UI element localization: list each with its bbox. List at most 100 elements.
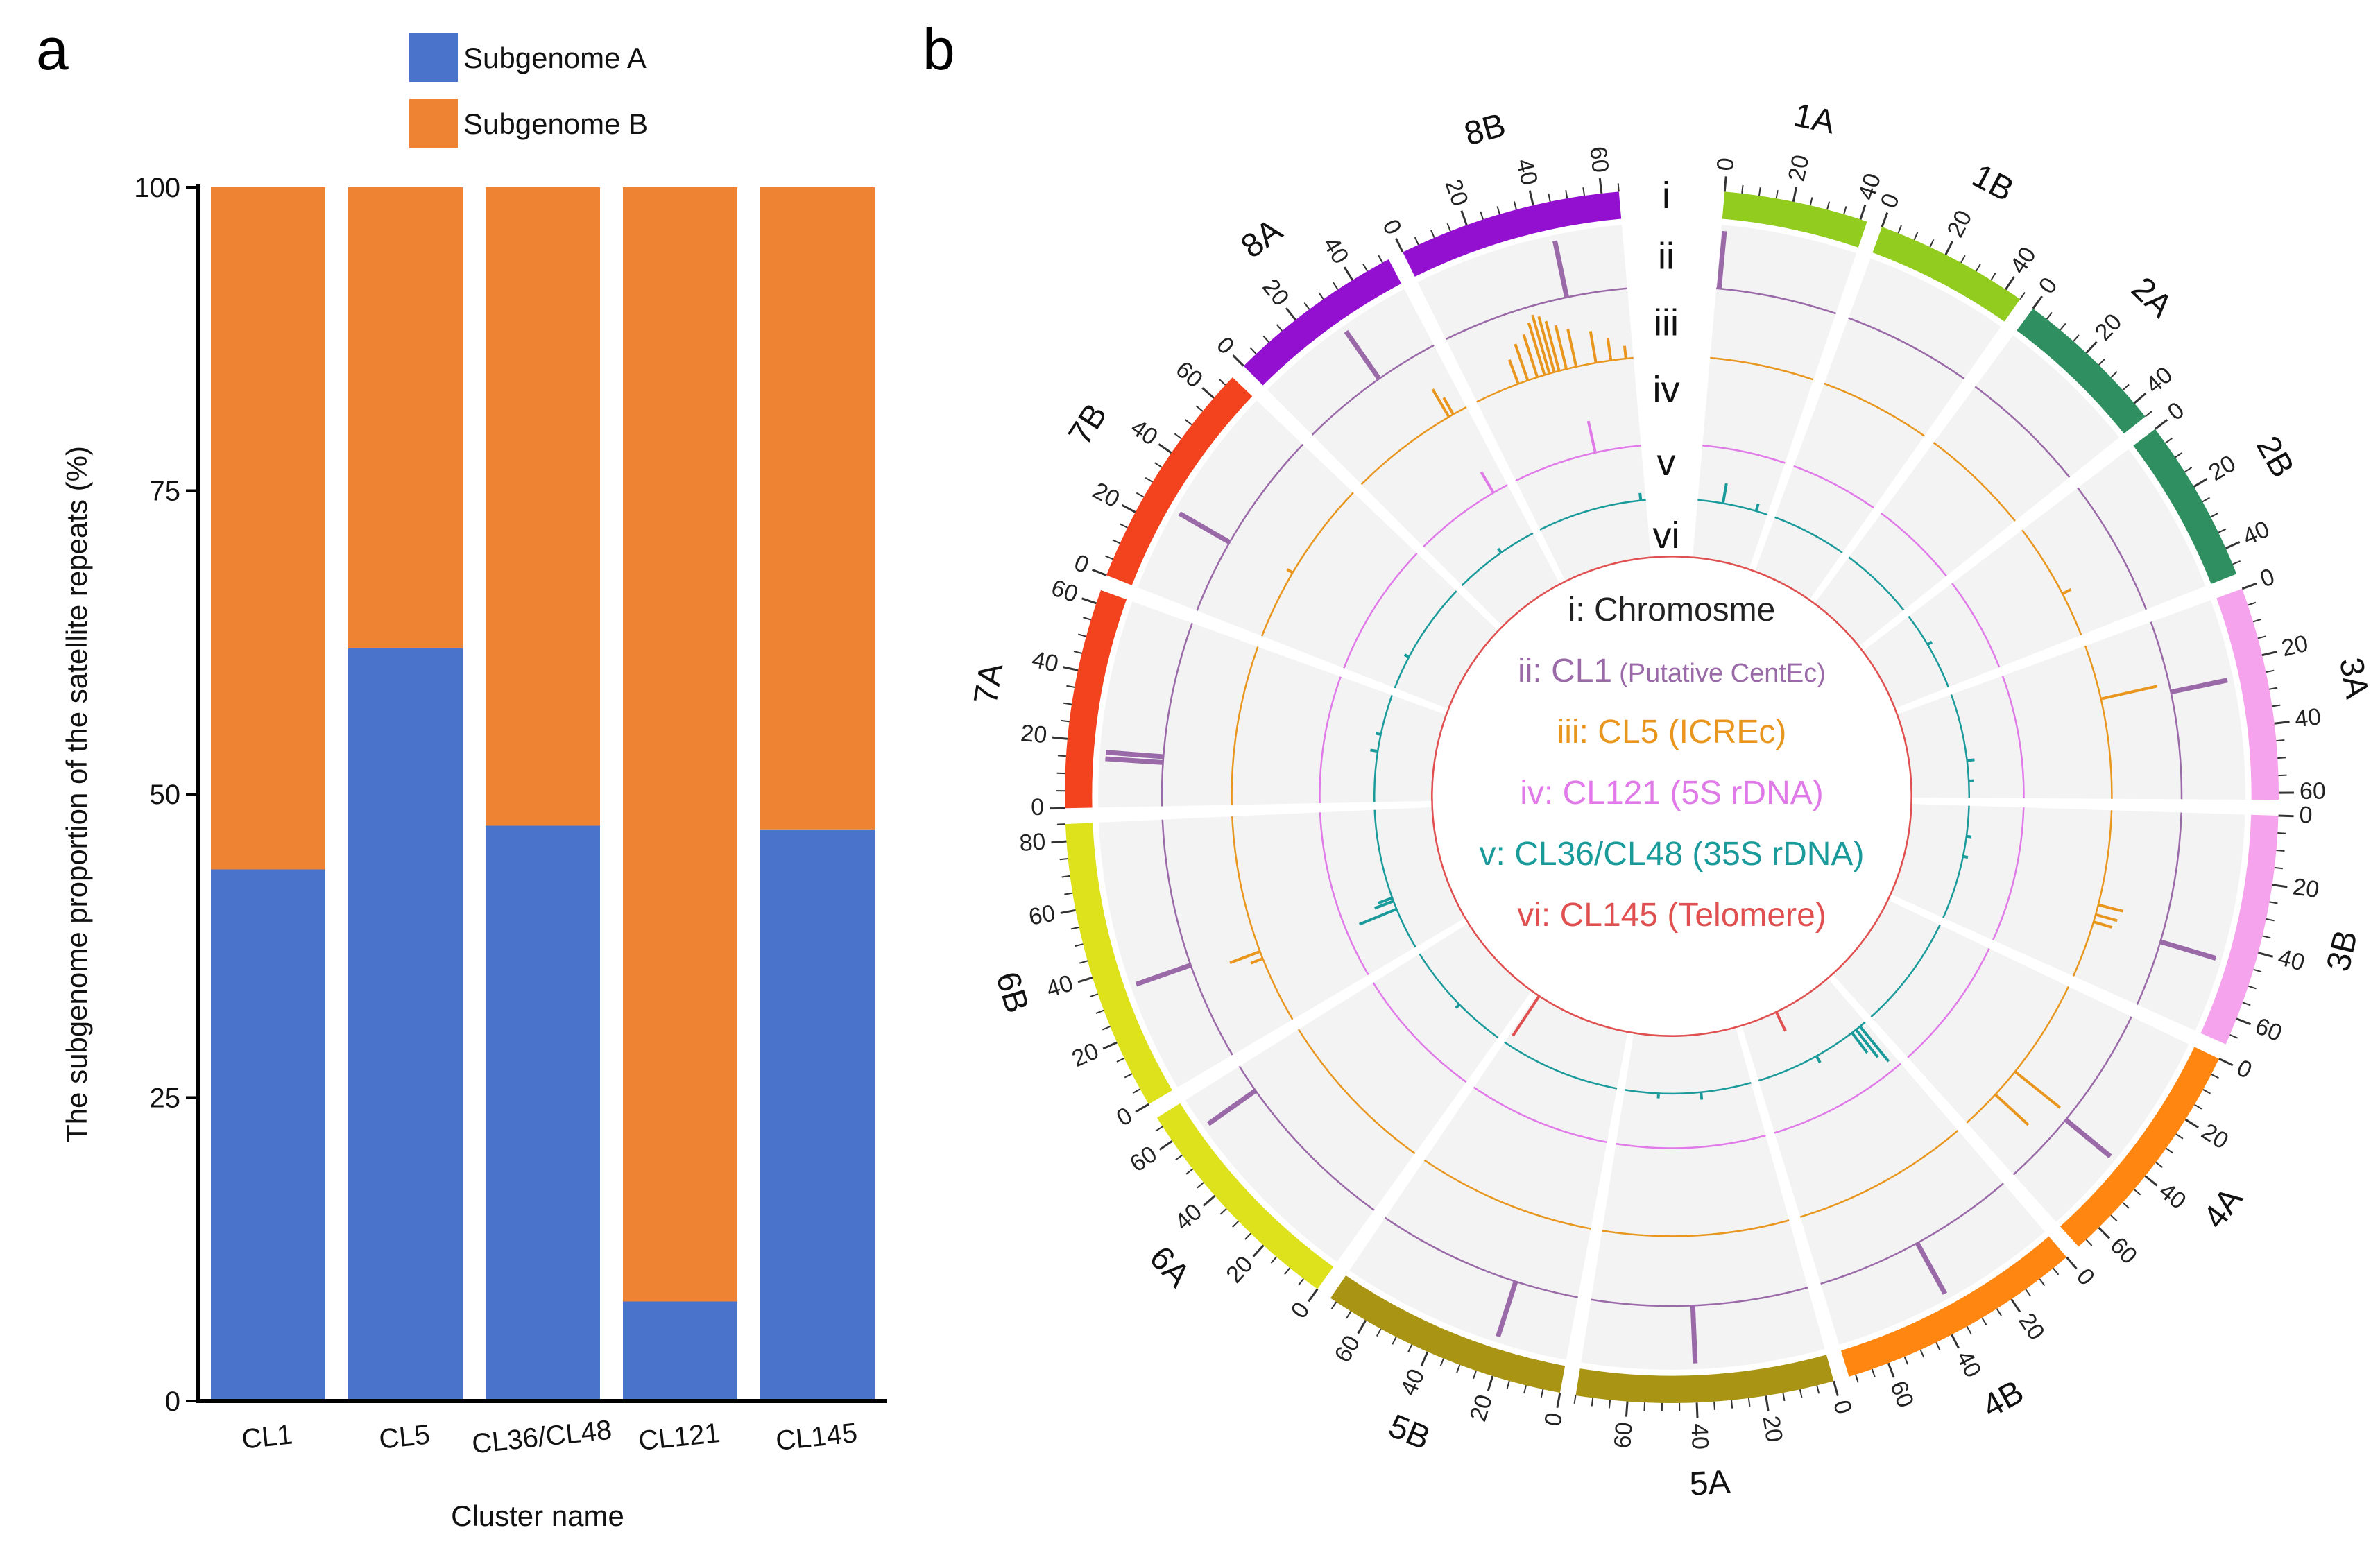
tick-label: 40 [1511, 156, 1543, 188]
feature-mark-iii [1514, 343, 1530, 381]
tick-label: 60 [1329, 1331, 1365, 1367]
bar-segment [623, 1301, 737, 1401]
track-background [1185, 923, 1532, 1262]
tick-mark [1060, 909, 1076, 914]
chromosome-5B [1330, 1275, 1566, 1393]
tick-mark [1158, 1140, 1173, 1151]
tick-mark [1731, 1400, 1733, 1409]
feature-mark-v [1403, 653, 1410, 659]
track-baseline-v [1373, 694, 1393, 802]
feature-mark-ii [2170, 678, 2228, 695]
track-background [1098, 807, 1466, 1088]
track-baseline-ii [1161, 819, 1233, 1056]
feature-mark-vi [1774, 1011, 1787, 1032]
feature-mark-v [1966, 834, 1972, 839]
tick-mark [2133, 392, 2147, 404]
tick-mark [1136, 492, 1145, 498]
tick-label: 20 [1088, 477, 1124, 513]
tick-mark [1826, 201, 1831, 210]
feature-mark-iii [1286, 568, 1294, 574]
tick-mark [1816, 1385, 1820, 1394]
tick-mark [1414, 237, 1419, 246]
tick-mark [1625, 1401, 1629, 1417]
chromosome-label: 5B [1383, 1408, 1435, 1457]
tick-label: 0 [1031, 794, 1045, 821]
tick-mark [2133, 1189, 2141, 1196]
tick-mark [1303, 302, 1310, 310]
track-baseline-v [1950, 694, 1970, 798]
tick-mark [1960, 255, 1966, 264]
feature-mark-iii [1442, 397, 1455, 415]
chromosome-label: 1B [1967, 157, 2020, 209]
feature-mark-v [1638, 492, 1643, 501]
tick-label: 0 [2257, 563, 2278, 592]
tick-mark [2193, 478, 2208, 488]
tick-mark [1473, 1370, 1477, 1379]
tick-label: 60 [1125, 1141, 1162, 1178]
track-baseline-iv [1992, 807, 2025, 940]
tick-mark [2066, 1256, 2078, 1270]
bar-segment [486, 187, 600, 826]
tick-mark [1540, 1389, 1544, 1398]
tick-mark [1430, 230, 1435, 239]
tick-mark [2276, 739, 2285, 742]
tick-mark [2258, 952, 2274, 958]
tick-mark [1723, 176, 1727, 192]
tick-label: 20 [2197, 1118, 2233, 1154]
tick-mark [2252, 618, 2261, 623]
feature-mark-iii [1589, 331, 1598, 363]
tick-mark [1120, 523, 1128, 529]
tick-mark [1252, 1244, 1265, 1257]
feature-mark-ii [1344, 329, 1382, 381]
feature-mark-v [1967, 758, 1975, 762]
track-id-i: i [1662, 175, 1670, 216]
track-baseline-iii [1799, 1129, 1959, 1218]
track-legend-vi: vi: CL145 (Telomere) [1517, 897, 1826, 934]
tick-label: 40 [2275, 944, 2307, 976]
tick-mark [2098, 1226, 2111, 1239]
tick-mark [1741, 184, 1744, 194]
track-baseline-v [1373, 809, 1416, 948]
track-background [1897, 600, 2245, 800]
track-baseline-iv [1774, 1063, 1901, 1134]
tick-mark [1073, 651, 1082, 654]
track-baseline-ii [2150, 621, 2183, 800]
tick-mark [1833, 1380, 1839, 1396]
tick-mark [2110, 1214, 2118, 1222]
tick-mark [1855, 1374, 1859, 1383]
track-baseline-iv [1951, 583, 2001, 668]
tick-mark [2184, 467, 2193, 473]
track-baseline-ii [1238, 1065, 1375, 1211]
tick-label: 0 [1112, 1102, 1137, 1131]
feature-mark-ii [1135, 963, 1192, 987]
track-baseline-v [1419, 953, 1499, 1039]
tick-mark [1598, 178, 1603, 194]
track-baseline-iii [1360, 406, 1467, 486]
x-tick-label: CL5 [377, 1419, 431, 1454]
bar-segment [211, 187, 325, 870]
bar-segment [486, 825, 600, 1401]
tick-label: 40 [2238, 516, 2273, 551]
tick-mark [1782, 1392, 1786, 1402]
track-baseline-ii [2012, 1016, 2132, 1176]
tick-mark [1919, 1349, 1925, 1358]
feature-mark-v [1754, 503, 1760, 512]
tick-mark [1202, 1194, 1216, 1207]
tick-label: 40 [2154, 1178, 2191, 1214]
tick-label: 60 [2252, 1013, 2286, 1047]
tick-label: 40 [2141, 361, 2177, 398]
tick-mark [1792, 186, 1798, 203]
tick-mark [2098, 358, 2105, 366]
chromosome-label: 6B [988, 968, 1036, 1017]
tick-mark [1990, 273, 1996, 281]
tick-label: 0 [2299, 802, 2313, 829]
tick-mark [2272, 704, 2281, 707]
tick-mark [2144, 411, 2152, 418]
tick-mark [1758, 187, 1761, 196]
feature-mark-ii [1178, 511, 1231, 544]
feature-mark-v [1455, 1003, 1461, 1009]
chromosome-label: 2A [2124, 270, 2179, 325]
track-legend-label: iii: CL5 (ICREc) [1557, 714, 1787, 750]
track-legend-label: i: Chromosme [1568, 592, 1776, 628]
tick-label: 40 [1043, 970, 1076, 1003]
